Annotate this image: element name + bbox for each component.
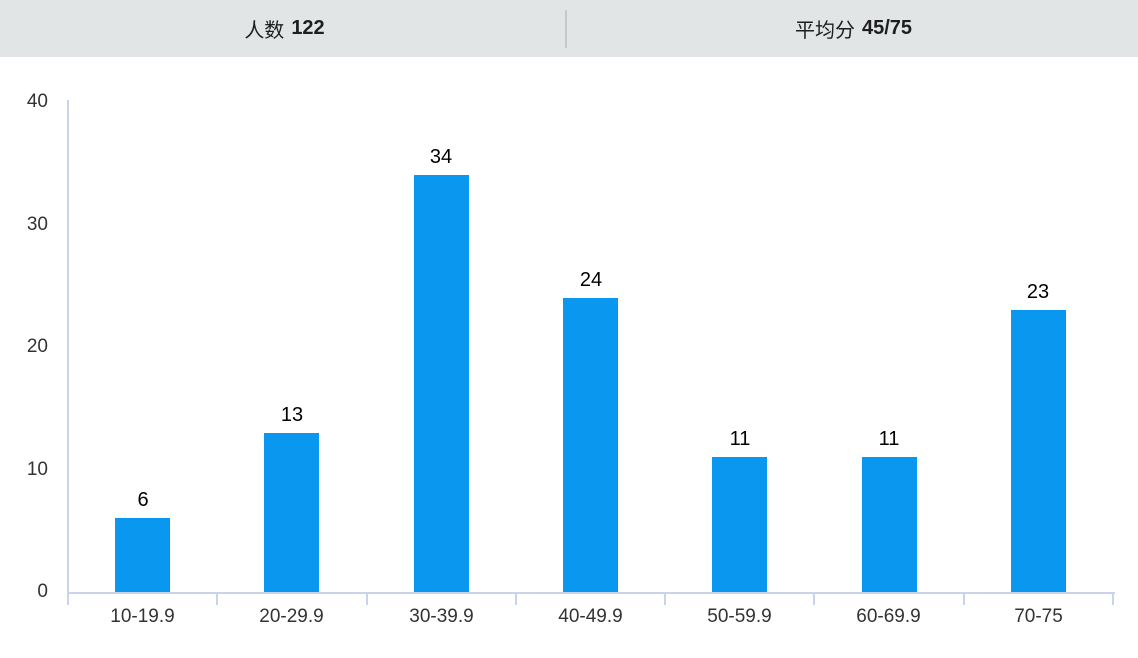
average-score-section: 平均分 45/75 <box>569 0 1138 57</box>
people-count-value: 122 <box>291 17 325 39</box>
x-axis-tick <box>67 594 69 605</box>
bar-30-39.9 <box>414 175 469 592</box>
bar-70-75 <box>1011 310 1066 592</box>
bar-20-29.9 <box>264 433 319 592</box>
bar-10-19.9 <box>115 518 170 592</box>
x-axis-tick <box>664 594 666 605</box>
y-axis-line <box>67 100 69 605</box>
people-count-label: 人数 <box>244 20 285 42</box>
x-axis-category-label: 40-49.9 <box>558 606 623 627</box>
y-axis-tick-label: 10 <box>26 458 48 480</box>
x-axis-line <box>67 592 1115 594</box>
average-score-value: 45/75 <box>861 17 913 39</box>
x-axis-category-label: 50-59.9 <box>707 606 772 627</box>
average-score-label: 平均分 <box>794 20 855 42</box>
x-axis-category-label: 20-29.9 <box>259 606 324 627</box>
bar-60-69.9 <box>862 457 917 592</box>
x-axis-category-label: 10-19.9 <box>110 606 175 627</box>
bar-value-label: 11 <box>878 428 900 450</box>
y-axis-tick-label: 30 <box>26 213 48 235</box>
summary-header: 人数 122 平均分 45/75 <box>0 0 1138 57</box>
x-axis-tick <box>1112 594 1114 605</box>
x-axis-tick <box>366 594 368 605</box>
x-axis-tick <box>216 594 218 605</box>
x-axis-tick <box>813 594 815 605</box>
bar-value-label: 13 <box>280 404 304 426</box>
header-divider <box>565 10 567 48</box>
bar-40-49.9 <box>563 298 618 592</box>
y-axis-tick-label: 20 <box>26 336 48 357</box>
x-axis-category-label: 60-69.9 <box>856 606 921 627</box>
x-axis-tick <box>515 594 517 605</box>
score-distribution-bar-chart: 0 10 20 30 40 6 10-19.9 13 20-29.9 34 30-39.9 24 40-… <box>0 57 1138 658</box>
y-axis-tick-label: 40 <box>26 91 48 112</box>
bar-50-59.9 <box>712 457 767 592</box>
bar-value-label: 6 <box>137 489 149 511</box>
people-count-section: 人数 122 <box>0 0 569 57</box>
x-axis-category-label: 70-75 <box>1014 606 1063 627</box>
y-axis-tick-label: 0 <box>37 581 48 602</box>
bar-value-label: 23 <box>1026 281 1050 303</box>
bar-value-label: 34 <box>429 146 453 168</box>
x-axis-category-label: 30-39.9 <box>409 606 474 627</box>
x-axis-tick <box>963 594 965 605</box>
bar-value-label: 24 <box>579 269 603 291</box>
bar-value-label: 11 <box>729 428 751 450</box>
